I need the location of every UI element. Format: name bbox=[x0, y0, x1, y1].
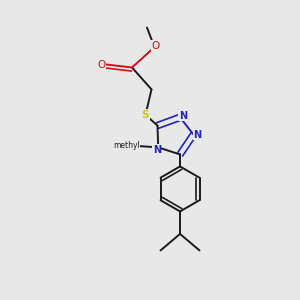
Text: O: O bbox=[97, 59, 105, 70]
Text: methyl: methyl bbox=[113, 141, 140, 150]
Text: S: S bbox=[142, 110, 149, 120]
Text: N: N bbox=[179, 111, 187, 121]
Text: N: N bbox=[153, 145, 161, 155]
Text: N: N bbox=[193, 130, 201, 140]
Text: O: O bbox=[152, 40, 160, 51]
